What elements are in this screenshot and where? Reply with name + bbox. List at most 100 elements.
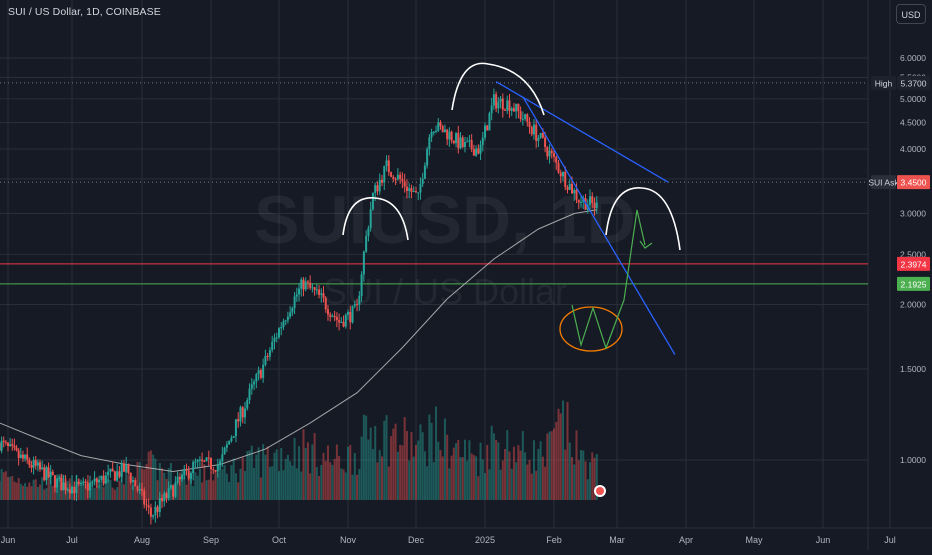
candle-body — [109, 469, 111, 472]
volume-bar — [340, 468, 342, 500]
candle-body — [278, 328, 280, 337]
candle-body — [45, 467, 47, 480]
candle-body — [28, 460, 30, 465]
candle-body — [395, 179, 397, 180]
volume-bar — [338, 456, 340, 500]
level-value: 2.3974 — [901, 259, 927, 269]
time-tick-label: May — [745, 535, 763, 545]
candle-body — [413, 191, 415, 192]
candle-body — [517, 104, 519, 111]
volume-bar — [276, 449, 278, 500]
candle-body — [451, 132, 453, 141]
volume-bar — [352, 475, 354, 500]
candle-body — [553, 153, 555, 157]
candle-body — [439, 122, 441, 126]
volume-bar — [291, 465, 293, 500]
candle-body — [379, 180, 381, 191]
volume-bar — [564, 450, 566, 500]
candle-body — [190, 473, 192, 479]
volume-bar — [379, 450, 381, 500]
volume-bar — [30, 486, 32, 500]
candle-body — [143, 491, 145, 505]
volume-bar — [549, 431, 551, 500]
candle-body — [253, 382, 255, 385]
candle-body — [298, 289, 300, 295]
volume-bar — [493, 433, 495, 500]
indicator-flag-icon[interactable] — [594, 485, 606, 497]
candle-body — [468, 140, 470, 141]
volume-bar — [573, 464, 575, 500]
candle-body — [233, 436, 235, 438]
candle-body — [43, 467, 45, 480]
symbol-title[interactable]: SUI / US Dollar, 1D, COINBASE — [8, 6, 161, 18]
candle-body — [576, 190, 578, 200]
candle-body — [194, 462, 196, 463]
volume-bar — [305, 448, 307, 500]
candle-body — [244, 409, 246, 418]
volume-bar — [504, 449, 506, 500]
volume-bar — [201, 482, 203, 500]
volume-bar — [397, 452, 399, 500]
volume-bar — [464, 440, 466, 500]
time-tick-label: Jun — [816, 535, 831, 545]
trendline-outer[interactable] — [496, 82, 668, 183]
candle-body — [338, 320, 340, 323]
volume-bar — [242, 458, 244, 500]
candle-body — [367, 228, 369, 236]
candle-body — [100, 476, 102, 480]
volume-bar — [424, 451, 426, 500]
candle-body — [327, 309, 329, 314]
volume-bar — [345, 472, 347, 500]
candle-body — [30, 465, 32, 468]
candle-body — [239, 407, 241, 421]
volume-bar — [546, 434, 548, 500]
volume-bar — [413, 457, 415, 500]
volume-bar — [520, 451, 522, 500]
volume-bar — [148, 452, 150, 500]
volume-bar — [388, 467, 390, 500]
currency-button[interactable]: USD — [896, 4, 926, 24]
time-tick-label: Apr — [679, 535, 693, 545]
volume-bar — [271, 466, 273, 500]
volume-bar — [1, 469, 3, 500]
candle-body — [276, 337, 278, 338]
candle-body — [35, 460, 37, 466]
candle-body — [453, 141, 455, 144]
candle-body — [16, 448, 18, 451]
volume-bar — [114, 490, 116, 500]
time-tick-label: Feb — [546, 535, 562, 545]
candle-body — [165, 493, 167, 498]
candle-body — [444, 130, 446, 133]
volume-bar — [336, 445, 338, 500]
candle-body — [20, 455, 22, 458]
candle-body — [73, 487, 75, 493]
candle-body — [219, 461, 221, 465]
candle-body — [118, 471, 120, 476]
volume-bar — [475, 456, 477, 500]
volume-bar — [150, 450, 152, 500]
candle-body — [352, 306, 354, 322]
candle-body — [103, 476, 105, 484]
candle-body — [596, 202, 598, 208]
candle-body — [455, 133, 457, 143]
candle-body — [560, 173, 562, 177]
candle-body — [41, 467, 43, 469]
volume-bar — [215, 470, 217, 500]
candle-body — [462, 137, 464, 147]
candle-body — [246, 400, 248, 409]
volume-bar — [437, 442, 439, 500]
candle-body — [488, 113, 490, 130]
candle-body — [148, 505, 150, 507]
candle-body — [37, 462, 39, 465]
candle-body — [67, 489, 69, 490]
price-tick-label: 1.5000 — [900, 364, 926, 374]
candle-body — [210, 458, 212, 470]
volume-bar — [199, 469, 201, 500]
candle-body — [431, 132, 433, 137]
candle-body — [273, 338, 275, 342]
candle-body — [96, 478, 98, 482]
time-tick-label: Mar — [609, 535, 625, 545]
